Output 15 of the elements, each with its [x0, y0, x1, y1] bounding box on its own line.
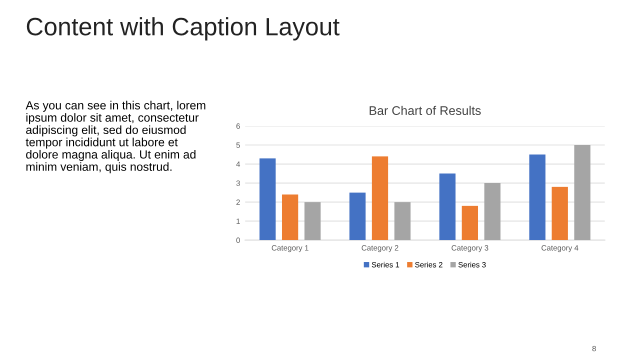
- chart-title: Bar Chart of Results: [370, 106, 481, 116]
- bar: [372, 156, 388, 240]
- bar: [552, 186, 568, 240]
- bar: [439, 174, 456, 240]
- bar: [529, 154, 546, 240]
- bar: [462, 206, 478, 240]
- text: As you can see in this chart, lorem ipsum dolor sit amet, consectetur adipiscing elit, sed do eiusmod tempor incididunt ut labore et dolore magna aliqua. Ut enim ad minim veniam, quis nostrud.: [26, 100, 206, 174]
- bar: [394, 202, 411, 240]
- bar: [349, 192, 366, 240]
- text: Content with Caption Layout: [26, 17, 340, 40]
- bar: [304, 202, 321, 240]
- bar: [260, 158, 276, 240]
- bar: [574, 145, 590, 240]
- bar: [282, 194, 298, 240]
- bar: [484, 183, 500, 240]
